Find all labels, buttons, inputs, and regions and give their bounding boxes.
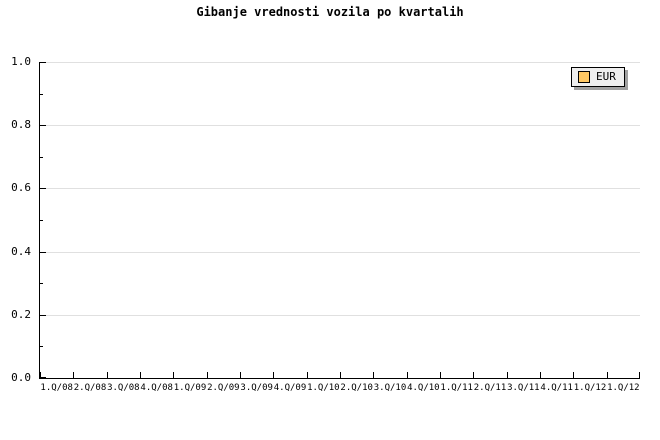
chart-title: Gibanje vrednosti vozila po kvartalih	[196, 5, 464, 19]
y-major-tick	[40, 315, 46, 316]
x-tick-label: 4.Q/10	[407, 383, 440, 393]
y-gridline	[40, 315, 640, 316]
y-gridline	[40, 62, 640, 63]
y-tick-label: 0.2	[11, 308, 31, 321]
x-tick	[507, 372, 508, 378]
x-tick-label: 2.Q/11	[473, 383, 507, 393]
x-tick-label: 1.Q/11	[440, 383, 473, 393]
x-tick-label: 3.Q/08	[107, 383, 140, 393]
x-tick	[573, 372, 574, 378]
x-tick-label: 4.Q/08	[140, 383, 173, 393]
y-major-tick	[40, 125, 46, 126]
y-major-tick	[40, 62, 46, 63]
y-minor-tick	[40, 220, 43, 221]
y-tick-label: 0.0	[11, 371, 31, 384]
y-tick-label: 0.4	[11, 245, 31, 258]
y-tick-label: 0.8	[11, 118, 31, 131]
x-tick-label: 1.Q/10	[307, 383, 340, 393]
x-tick-label: 2.Q/09	[207, 383, 240, 393]
x-tick	[173, 372, 174, 378]
y-minor-tick	[40, 157, 43, 158]
y-minor-tick	[40, 94, 43, 95]
y-major-tick	[40, 377, 46, 378]
y-minor-tick	[40, 283, 43, 284]
eur-series-swatch-icon	[578, 71, 590, 83]
x-tick	[440, 372, 441, 378]
y-gridline	[40, 188, 640, 189]
x-tick	[340, 372, 341, 378]
x-tick-label: 1.Q/12	[607, 383, 640, 393]
x-tick	[407, 372, 408, 378]
y-tick-label: 0.6	[11, 181, 31, 194]
y-axis-labels: 0.0 0.2 0.4 0.6 0.8 1.0	[0, 56, 35, 384]
y-major-tick	[40, 252, 46, 253]
x-tick	[473, 372, 474, 378]
x-tick	[307, 372, 308, 378]
x-tick-label: 3.Q/09	[240, 383, 273, 393]
x-tick	[373, 372, 374, 378]
y-major-tick	[40, 188, 46, 189]
x-tick	[540, 372, 541, 378]
y-gridline	[40, 252, 640, 253]
x-tick	[207, 372, 208, 378]
x-tick-label: 1.Q/08	[40, 383, 73, 393]
x-tick-label: 4.Q/09	[273, 383, 307, 393]
x-tick-label: 3.Q/11	[507, 383, 540, 393]
x-tick-label: 3.Q/10	[373, 383, 407, 393]
x-tick	[273, 372, 274, 378]
x-tick-label: 4.Q/11	[540, 383, 573, 393]
x-tick	[40, 372, 41, 378]
legend: EUR	[571, 67, 625, 87]
y-minor-tick	[40, 346, 43, 347]
x-tick	[639, 372, 640, 378]
x-tick	[240, 372, 241, 378]
x-tick	[107, 372, 108, 378]
x-axis-labels: 1.Q/08 2.Q/08 3.Q/08 4.Q/08 1.Q/09 2.Q/09 3.Q/…	[40, 383, 640, 397]
x-tick-label: 1.Q/12	[573, 383, 607, 393]
x-tick-label: 2.Q/08	[73, 383, 107, 393]
y-gridline	[40, 125, 640, 126]
y-tick-label: 1.0	[11, 55, 31, 68]
legend-label-eur: EUR	[596, 70, 616, 83]
x-tick	[140, 372, 141, 378]
x-tick-label: 2.Q/10	[340, 383, 373, 393]
x-tick-label: 1.Q/09	[173, 383, 207, 393]
plot-area	[39, 62, 640, 379]
x-tick	[607, 372, 608, 378]
x-tick	[73, 372, 74, 378]
